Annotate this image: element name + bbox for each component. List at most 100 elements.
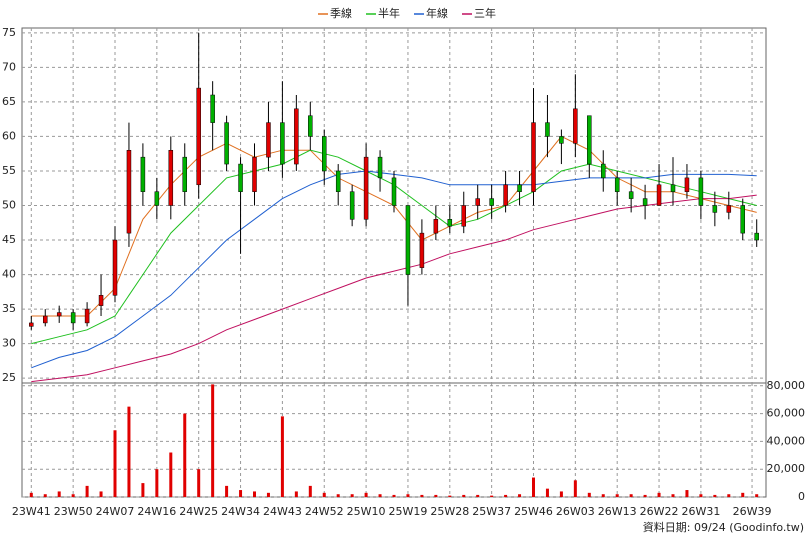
- volume-bar: [29, 492, 33, 497]
- candle-body: [447, 219, 453, 227]
- legend-label: 三年: [474, 6, 496, 20]
- volume-tick-label: 60,000: [767, 407, 806, 420]
- volume-bar: [476, 494, 480, 497]
- candle-body: [196, 87, 201, 186]
- y-tick-label: 70: [2, 60, 16, 73]
- x-tick-label: 25W19: [389, 505, 428, 518]
- volume-bar: [741, 492, 745, 497]
- candle-body: [280, 122, 285, 165]
- x-tick-label: 26W13: [598, 505, 637, 518]
- volume-bar: [378, 494, 382, 497]
- candle-body: [154, 191, 160, 206]
- candle-body: [252, 156, 257, 192]
- volume-bar: [155, 469, 159, 497]
- volume-bar: [57, 491, 61, 497]
- volume-bar: [113, 430, 117, 497]
- x-tick-label: 24W34: [221, 505, 260, 518]
- ma-line: [31, 135, 757, 317]
- candle-body: [559, 136, 564, 144]
- candle-body: [461, 205, 466, 227]
- candle-body: [475, 198, 480, 206]
- candle-body: [601, 163, 606, 179]
- y-tick-label: 60: [2, 129, 16, 142]
- volume-bar: [85, 485, 89, 497]
- volume-bar: [127, 406, 131, 497]
- volume-bar: [280, 416, 284, 497]
- candle-body: [489, 198, 494, 206]
- x-tick-label: 26W03: [556, 505, 595, 518]
- volume-bar: [253, 491, 256, 497]
- volume-bar: [43, 494, 47, 497]
- x-tick-label: 23W41: [12, 505, 51, 518]
- volume-bar: [587, 492, 591, 497]
- x-tick-label: 25W37: [472, 505, 511, 518]
- candle-body: [308, 115, 313, 137]
- candle-body: [614, 177, 620, 192]
- x-tick-label: 26W39: [733, 505, 772, 518]
- candle-body: [98, 295, 104, 306]
- y-tick-label: 35: [2, 302, 16, 315]
- volume-bar: [183, 413, 187, 497]
- volume-bar: [434, 494, 438, 497]
- candle-body: [182, 156, 187, 192]
- volume-tick-label: 20,000: [767, 462, 806, 475]
- candle-body: [294, 108, 299, 165]
- volume-bar: [504, 494, 508, 497]
- volume-bar: [657, 492, 661, 497]
- volume-bar: [169, 452, 173, 497]
- volume-bar: [699, 494, 703, 497]
- y-tick-label: 55: [2, 164, 16, 177]
- x-tick-label: 26W22: [640, 505, 679, 518]
- volume-bar: [713, 494, 717, 497]
- volume-bar: [99, 491, 103, 497]
- candle-body: [349, 191, 355, 220]
- volume-bar: [727, 494, 731, 497]
- y-tick-label: 45: [2, 233, 16, 246]
- candle-body: [70, 312, 76, 324]
- x-tick-label: 24W43: [263, 505, 302, 518]
- candle-body: [573, 108, 578, 144]
- volume-tick-label: 0: [798, 490, 805, 503]
- volume-bar: [392, 494, 396, 497]
- volume-panel: [21, 382, 767, 498]
- volume-bar: [671, 494, 675, 497]
- candle-body: [712, 205, 718, 213]
- x-tick-label: 24W16: [137, 505, 176, 518]
- y-tick-label: 40: [2, 268, 16, 281]
- candle-body: [433, 219, 439, 234]
- x-tick-label: 24W52: [305, 505, 344, 518]
- legend-label: 半年: [378, 6, 400, 20]
- x-tick-label: 25W10: [347, 505, 386, 518]
- candle-body: [517, 184, 522, 192]
- candle-body: [335, 170, 341, 192]
- volume-bar: [420, 494, 424, 497]
- candle-body: [684, 177, 690, 192]
- volume-bar: [685, 490, 689, 497]
- y-tick-label: 75: [2, 26, 16, 39]
- candle-body: [391, 177, 397, 206]
- volume-bar: [239, 490, 243, 497]
- x-tick-label: 24W25: [179, 505, 218, 518]
- candle-body: [740, 205, 745, 234]
- volume-tick-label: 80,000: [767, 379, 806, 392]
- candle-body: [587, 115, 592, 165]
- volume-bar: [615, 494, 619, 497]
- volume-bar: [643, 494, 647, 497]
- x-tick-label: 23W50: [54, 505, 93, 518]
- volume-bar: [211, 384, 215, 497]
- volume-bar: [225, 485, 229, 497]
- volume-bar: [462, 494, 466, 497]
- y-tick-label: 25: [2, 371, 16, 384]
- candle-body: [531, 122, 536, 192]
- candle-body: [405, 205, 411, 275]
- candle-body: [377, 156, 383, 179]
- candle-body: [419, 232, 425, 268]
- y-tick-label: 50: [2, 199, 16, 212]
- candle-body: [238, 163, 243, 192]
- x-tick-label: 26W31: [681, 505, 720, 518]
- candle-body: [698, 177, 704, 206]
- volume-bar: [755, 494, 759, 497]
- candle-body: [140, 156, 146, 192]
- volume-bar: [294, 491, 298, 497]
